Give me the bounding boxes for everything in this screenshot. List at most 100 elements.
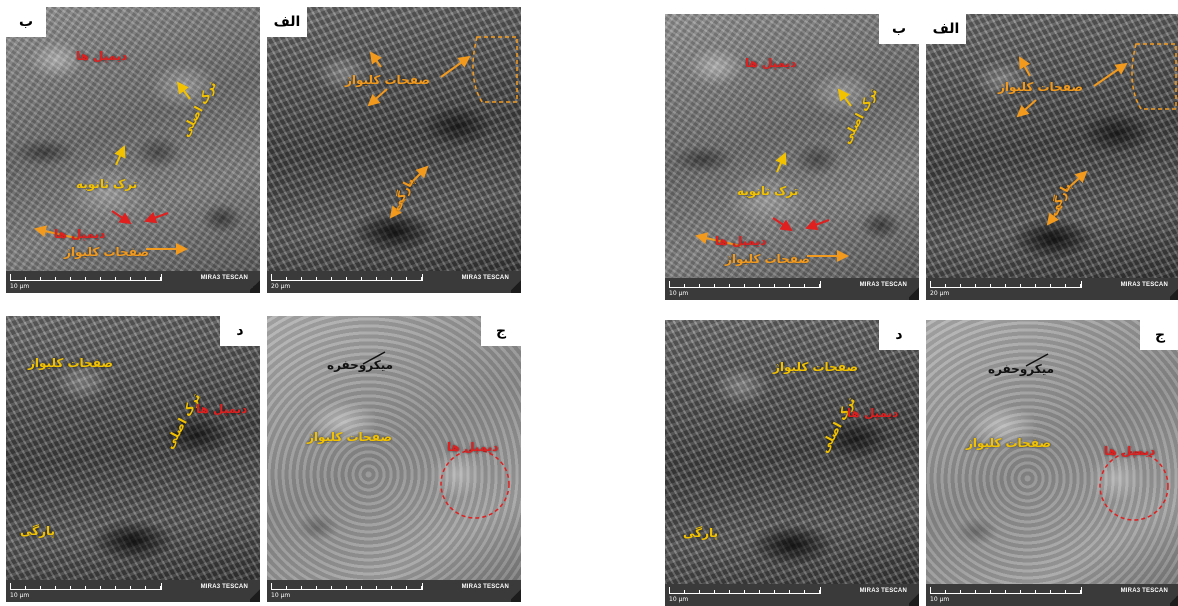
pointer-line	[1025, 353, 1049, 367]
microscope-brand: MIRA3 TESCAN	[1120, 588, 1168, 594]
annotation-arrows	[362, 351, 510, 519]
panel-b: ب دیمپل ها ترک اصلی ترک ثانویه دیمپل ها …	[665, 14, 919, 300]
label-cleavage-plates: صفحات کلیواژ	[28, 356, 113, 370]
panel-letter: الف	[926, 14, 966, 44]
sem-info-bar: 10 µm MIRA3 TESCAN	[6, 580, 260, 602]
label-tear: پارگی	[20, 524, 56, 538]
scale-bar	[669, 587, 821, 594]
label-secondary-crack: ترک ثانویه	[76, 177, 138, 191]
label-dimples: دیمپل ها	[1104, 444, 1156, 458]
arrow	[369, 51, 382, 68]
figure-set-left: ب دیمپل ها ترک اصلی ترک ثانویه دیمپل ها …	[6, 0, 526, 602]
scale-bar	[669, 281, 821, 288]
corner-mark	[250, 277, 260, 293]
panel-d: د صفحات کلیواژ ترک اصلی دیمپل ها پارگی 1…	[6, 316, 260, 602]
scale-label: 10 µm	[930, 596, 950, 603]
panel-c: ج میکروحفره صفحات کلیواژ دیمپل ها 10 µm …	[926, 320, 1178, 606]
microscope-brand: MIRA3 TESCAN	[1120, 282, 1168, 288]
label-dimples: دیمپل ها	[745, 56, 797, 70]
dashed-circle	[440, 449, 510, 519]
sem-info-bar: 10 µm MIRA3 TESCAN	[267, 580, 521, 602]
corner-mark	[511, 586, 521, 602]
arrow	[772, 217, 793, 232]
annotation-arrows	[695, 88, 852, 262]
label-cleavage-plates: صفحات کلیواژ	[307, 430, 392, 444]
scale-label: 20 µm	[930, 290, 950, 297]
arrow	[144, 211, 169, 224]
arrow	[389, 198, 406, 219]
arrow	[1016, 99, 1037, 118]
scale-bar	[10, 274, 162, 281]
sem-info-bar: 10 µm MIRA3 TESCAN	[6, 271, 260, 293]
label-secondary-crack: ترک ثانویه	[737, 184, 799, 198]
scale-bar	[271, 274, 423, 281]
scale-label: 10 µm	[669, 290, 689, 297]
sem-info-bar: 20 µm MIRA3 TESCAN	[267, 271, 521, 293]
microscope-brand: MIRA3 TESCAN	[859, 282, 907, 288]
label-cleavage-plates: صفحات کلیواژ	[773, 360, 858, 374]
microscope-brand: MIRA3 TESCAN	[859, 588, 907, 594]
arrow	[1065, 170, 1088, 191]
microscope-brand: MIRA3 TESCAN	[461, 275, 509, 281]
label-dimples: دیمپل ها	[76, 49, 128, 63]
sem-info-bar: 10 µm MIRA3 TESCAN	[665, 584, 919, 606]
panel-b: ب دیمپل ها ترک اصلی ترک ثانویه دیمپل ها …	[6, 7, 260, 293]
label-dimples: دیمپل ها	[54, 227, 106, 241]
scale-label: 10 µm	[271, 592, 291, 599]
panel-c: ج میکروحفره صفحات کلیواژ دیمپل ها 10 µm …	[267, 316, 521, 602]
microscope-brand: MIRA3 TESCAN	[200, 275, 248, 281]
dashed-region	[1131, 43, 1177, 110]
scale-label: 20 µm	[271, 283, 291, 290]
arrow	[367, 88, 388, 107]
scale-label: 10 µm	[669, 596, 689, 603]
annotation-arrows	[34, 81, 191, 255]
sem-micrograph	[665, 320, 919, 584]
microscope-brand: MIRA3 TESCAN	[461, 584, 509, 590]
label-microvoid: میکروحفره	[327, 358, 394, 372]
sem-micrograph	[267, 7, 521, 271]
label-dimples: دیمپل ها	[196, 402, 248, 416]
panel-letter: ب	[6, 7, 46, 37]
corner-mark	[1170, 590, 1178, 606]
corner-mark	[1170, 284, 1178, 300]
sem-info-bar: 20 µm MIRA3 TESCAN	[926, 278, 1178, 300]
label-dimples: دیمپل ها	[447, 440, 499, 454]
arrow	[34, 225, 81, 240]
sem-micrograph	[926, 14, 1178, 278]
panel-a: الف صفحات کلیواژ پارگی 20 µm MIRA3 TESCA…	[267, 7, 521, 293]
scale-bar	[10, 583, 162, 590]
scale-label: 10 µm	[10, 592, 30, 599]
arrow	[695, 232, 742, 247]
pointer-line	[362, 351, 386, 365]
panel-letter: ج	[1140, 320, 1178, 350]
microscope-brand: MIRA3 TESCAN	[200, 584, 248, 590]
panel-letter: ج	[481, 316, 521, 346]
panel-letter: الف	[267, 7, 307, 37]
annotation-arrows	[1016, 43, 1177, 226]
panel-letter: د	[220, 316, 260, 346]
panel-d: د صفحات کلیواژ ترک اصلی دیمپل ها پارگی 1…	[665, 320, 919, 606]
label-dimples: دیمپل ها	[847, 406, 899, 420]
label-cleavage-plates: صفحات کلیواژ	[345, 73, 430, 87]
arrow	[408, 165, 429, 186]
sem-info-bar: 10 µm MIRA3 TESCAN	[926, 584, 1178, 606]
arrow	[111, 210, 132, 225]
label-cleavage-plates: صفحات کلیواژ	[725, 252, 810, 266]
sem-info-bar: 10 µm MIRA3 TESCAN	[665, 278, 919, 300]
sem-micrograph	[267, 316, 521, 580]
corner-mark	[511, 277, 521, 293]
sem-micrograph	[6, 7, 260, 271]
label-dimples: دیمپل ها	[715, 234, 767, 248]
scale-bar	[271, 583, 423, 590]
corner-mark	[909, 590, 919, 606]
scale-bar	[930, 587, 1082, 594]
label-microvoid: میکروحفره	[988, 362, 1055, 376]
panel-letter: د	[879, 320, 919, 350]
panel-letter: ب	[879, 14, 919, 44]
arrow	[440, 55, 471, 78]
figure-set-right: ب دیمپل ها ترک اصلی ترک ثانویه دیمپل ها …	[665, 0, 1178, 606]
arrow	[1019, 56, 1031, 77]
arrow	[775, 152, 787, 173]
corner-mark	[250, 586, 260, 602]
arrow	[805, 218, 830, 231]
